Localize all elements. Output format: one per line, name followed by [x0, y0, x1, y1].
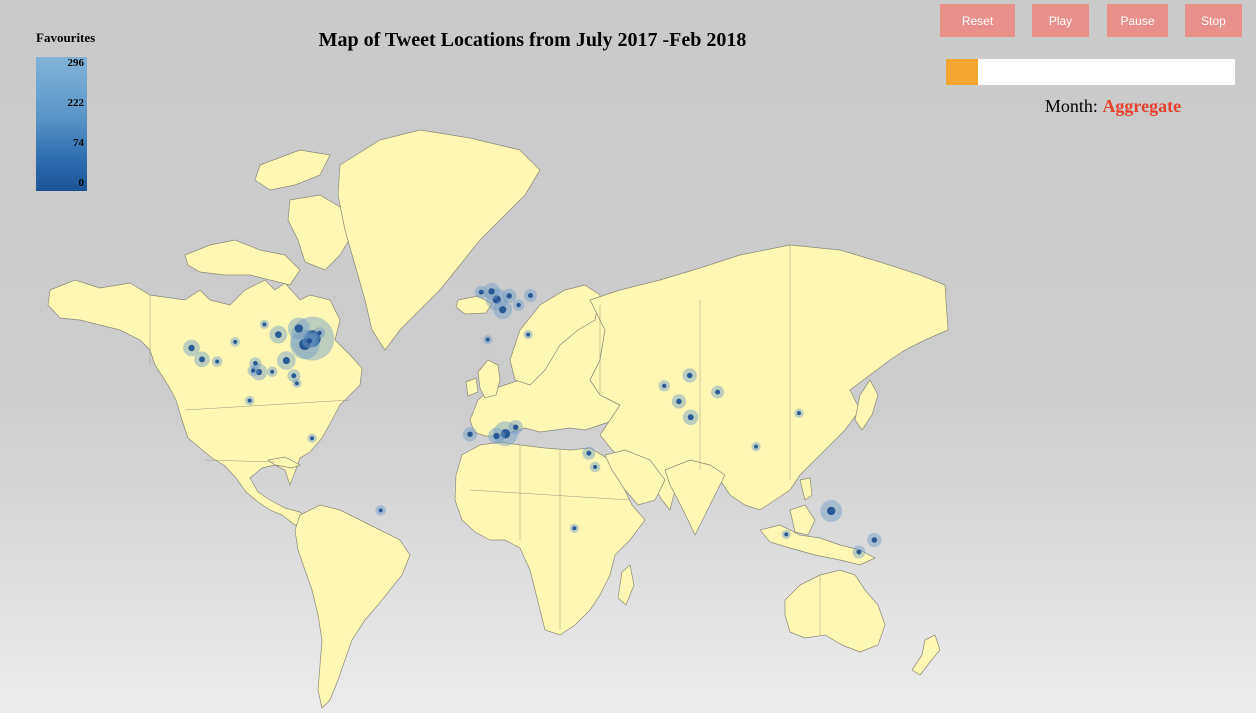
iceland: [455, 295, 493, 315]
tweet-bubble[interactable]: [478, 289, 484, 295]
new-zealand: [911, 634, 941, 676]
legend-tick: 222: [67, 97, 85, 109]
ellesmere-island: [254, 149, 331, 191]
baffin-island: [287, 194, 353, 271]
tweet-bubble[interactable]: [506, 293, 512, 299]
tweet-bubble[interactable]: [676, 398, 682, 405]
tweet-bubble[interactable]: [586, 450, 592, 456]
legend-color-scale: 296 222 74 0: [36, 57, 87, 191]
tweet-bubble[interactable]: [247, 398, 252, 403]
legend-tick: 74: [73, 137, 84, 149]
greenland: [337, 129, 541, 351]
tweet-bubble[interactable]: [294, 324, 304, 333]
great-britain: [477, 359, 501, 399]
indonesia: [759, 524, 876, 566]
tweet-bubble[interactable]: [488, 288, 495, 295]
tweet-bubble[interactable]: [572, 526, 577, 531]
tweet-bubble[interactable]: [827, 506, 836, 516]
madagascar: [617, 564, 635, 606]
arctic-islands: [184, 239, 301, 286]
month-label: Month:: [1044, 96, 1098, 116]
philippines: [799, 477, 813, 501]
month-slider[interactable]: [945, 58, 1236, 86]
play-button[interactable]: Play: [1032, 4, 1089, 37]
tweet-bubble[interactable]: [500, 429, 511, 439]
scandinavia: [509, 284, 601, 386]
tweet-bubble[interactable]: [593, 465, 598, 470]
tweet-bubbles: [183, 282, 882, 559]
tweet-bubble[interactable]: [317, 330, 322, 336]
tweet-bubble[interactable]: [255, 368, 263, 376]
tweet-bubble[interactable]: [485, 337, 490, 342]
tweet-bubble[interactable]: [199, 356, 205, 363]
tweet-bubble[interactable]: [274, 331, 282, 338]
africa: [454, 441, 646, 636]
tweet-bubble[interactable]: [512, 424, 519, 430]
ireland: [465, 377, 479, 397]
south-america: [294, 504, 411, 709]
arabia: [604, 449, 666, 506]
tweet-bubble[interactable]: [467, 431, 473, 437]
tweet-bubble[interactable]: [291, 373, 297, 379]
tweet-bubble[interactable]: [306, 338, 313, 344]
cuba: [267, 456, 301, 469]
month-indicator: Month: Aggregate: [945, 96, 1256, 117]
tweet-bubble[interactable]: [282, 357, 290, 365]
tweet-bubble[interactable]: [253, 360, 258, 366]
tweet-bubble[interactable]: [686, 372, 693, 379]
tweet-bubble[interactable]: [516, 302, 521, 308]
borneo: [789, 504, 816, 536]
tweet-bubble[interactable]: [215, 359, 220, 364]
tweet-bubble[interactable]: [499, 306, 507, 314]
slider-handle[interactable]: [946, 59, 978, 85]
tweet-bubble[interactable]: [526, 332, 531, 337]
tweet-bubble[interactable]: [784, 532, 789, 537]
tweet-bubble[interactable]: [188, 344, 195, 352]
tweet-bubble[interactable]: [251, 368, 256, 373]
tweet-bubble[interactable]: [294, 381, 299, 386]
japan: [854, 379, 879, 431]
reset-button[interactable]: Reset: [940, 4, 1015, 37]
tweet-bubble[interactable]: [871, 537, 878, 543]
tweet-bubble[interactable]: [527, 293, 533, 298]
tweet-bubble[interactable]: [856, 549, 862, 555]
tweet-bubble[interactable]: [687, 414, 694, 421]
pause-button[interactable]: Pause: [1107, 4, 1168, 37]
tweet-bubble[interactable]: [492, 295, 501, 304]
tweet-bubble[interactable]: [310, 436, 315, 441]
india: [664, 459, 726, 536]
tweet-bubble[interactable]: [378, 508, 383, 513]
tweet-bubble[interactable]: [493, 432, 500, 440]
tweet-bubble[interactable]: [715, 389, 721, 395]
land-masses: [47, 129, 949, 709]
asia: [589, 244, 949, 511]
tweet-bubble[interactable]: [662, 383, 667, 388]
legend-tick-max: 296: [67, 57, 85, 69]
legend-tick-min: 0: [78, 177, 85, 189]
legend-title: Favourites: [36, 30, 96, 45]
australia: [784, 569, 886, 653]
tweet-bubble[interactable]: [270, 369, 275, 374]
month-value: Aggregate: [1102, 96, 1182, 116]
north-america: [47, 279, 363, 537]
map-title: Map of Tweet Locations from July 2017 -F…: [318, 29, 747, 51]
tweet-bubble[interactable]: [262, 322, 267, 327]
tweet-bubble[interactable]: [796, 411, 801, 416]
country-borders: [149, 245, 821, 635]
tweet-bubble[interactable]: [233, 339, 238, 344]
tweet-bubble[interactable]: [754, 444, 759, 449]
stop-button[interactable]: Stop: [1185, 4, 1242, 37]
